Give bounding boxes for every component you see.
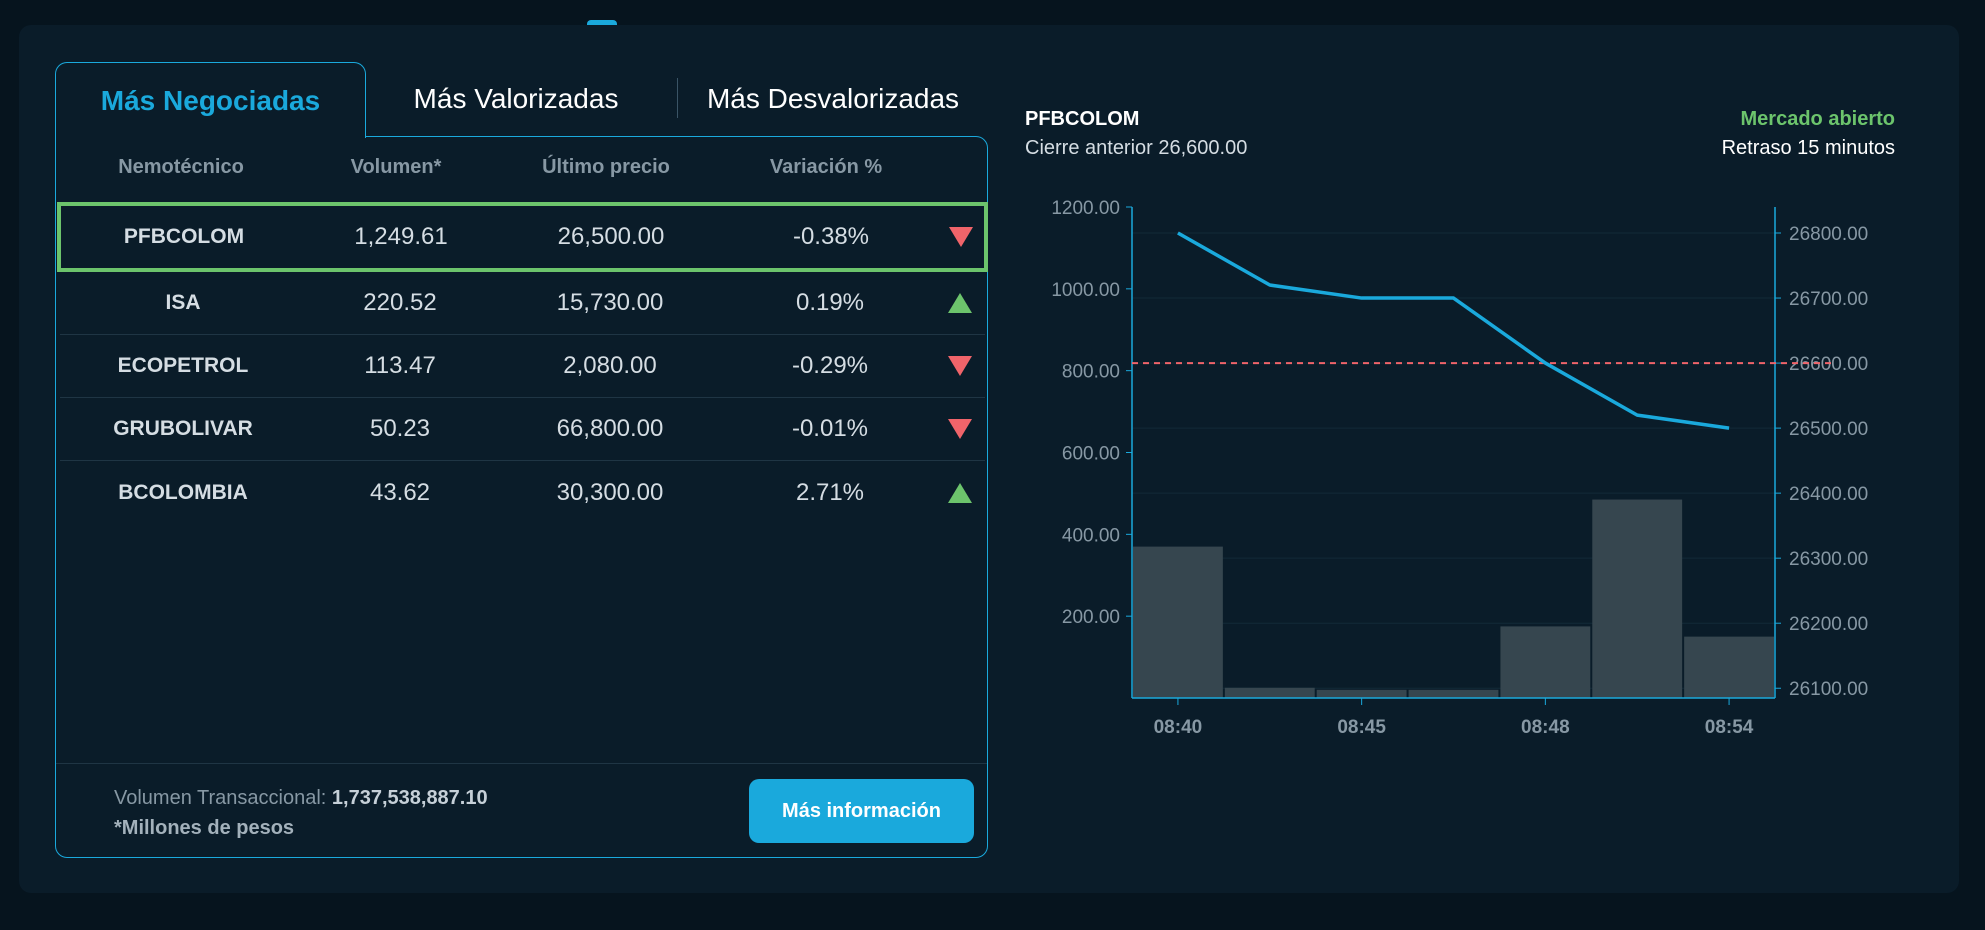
right-tick-label: 26300.00 xyxy=(1789,549,1868,570)
price-line xyxy=(1177,231,1730,430)
tab-mas-negociadas[interactable]: Más Negociadas xyxy=(55,62,366,138)
row-price: 66,800.00 xyxy=(556,415,664,442)
volume-bar xyxy=(1133,546,1223,698)
right-tick-label: 26500.00 xyxy=(1789,419,1868,440)
row-volume: 220.52 xyxy=(363,289,437,316)
stocks-table: Nemotécnico Volumen* Último precio Varia… xyxy=(55,136,988,858)
row-volume: 43.62 xyxy=(369,478,431,506)
table-row[interactable]: GRUBOLIVAR 50.23 66,800.00 -0.01% xyxy=(60,398,985,461)
x-tick-label: 08:45 xyxy=(1337,717,1386,738)
price-volume-chart: 1200.00 1000.00 800.00 600.00 400.00 200.00 26… xyxy=(1051,198,1868,738)
arrow-up-icon xyxy=(930,272,990,334)
arrow-up-icon xyxy=(930,461,990,524)
table-row[interactable]: ISA 220.52 15,730.00 0.19% xyxy=(60,272,985,335)
right-tick-label: 26700.00 xyxy=(1789,289,1868,310)
header-volumen: Volumen* xyxy=(350,155,442,178)
right-tick-label: 26600.00 xyxy=(1789,354,1868,375)
right-tick-label: 26400.00 xyxy=(1789,484,1868,505)
x-tick-label: 08:48 xyxy=(1521,717,1570,738)
volume-bar xyxy=(1224,687,1315,698)
table-header: Nemotécnico Volumen* Último precio Varia… xyxy=(56,147,987,187)
row-change: -0.38% xyxy=(792,223,870,250)
row-change: 0.19% xyxy=(795,289,865,316)
volume-label: Volumen Transaccional: xyxy=(114,787,327,809)
left-tick-label: 400.00 xyxy=(1062,525,1120,546)
row-volume: 113.47 xyxy=(364,352,436,379)
row-ticker: ECOPETROL xyxy=(117,354,249,377)
x-tick-label: 08:54 xyxy=(1705,717,1754,738)
row-ticker: PFBCOLOM xyxy=(123,225,245,248)
ranking-panel: Más Negociadas Más Valorizadas Más Desva… xyxy=(55,62,988,858)
left-tick-label: 200.00 xyxy=(1062,607,1120,628)
row-ticker: BCOLOMBIA xyxy=(118,480,248,504)
row-price: 15,730.00 xyxy=(556,289,664,316)
left-tick-label: 600.00 xyxy=(1062,444,1120,465)
volume-bar xyxy=(1592,499,1683,698)
footer-divider xyxy=(56,763,987,764)
table-row[interactable]: ECOPETROL 113.47 2,080.00 -0.29% xyxy=(60,335,985,398)
row-ticker: GRUBOLIVAR xyxy=(113,417,253,440)
row-price: 30,300.00 xyxy=(556,478,664,506)
row-volume: 1,249.61 xyxy=(354,223,448,250)
arrow-down-icon xyxy=(931,206,991,268)
row-price: 2,080.00 xyxy=(563,352,657,379)
chart-ticker: PFBCOLOM xyxy=(1025,108,1140,130)
row-volume: 50.23 xyxy=(369,415,431,442)
right-tick-label: 26200.00 xyxy=(1789,614,1868,635)
right-tick-label: 26100.00 xyxy=(1789,679,1868,700)
previous-close: Cierre anterior 26,600.00 xyxy=(1025,137,1248,159)
footer-note: *Millones de pesos xyxy=(114,817,295,839)
footer-info: Volumen Transaccional: 1,737,538,887.10 … xyxy=(114,783,488,843)
left-tick-label: 1000.00 xyxy=(1051,280,1120,301)
tab-divider xyxy=(677,78,678,118)
delay-note: Retraso 15 minutos xyxy=(1721,137,1895,159)
volume-bar xyxy=(1408,689,1499,698)
header-variacion: Variación % xyxy=(769,155,883,178)
row-ticker: ISA xyxy=(165,291,201,314)
top-indicator xyxy=(587,20,617,26)
header-nemotecnico: Nemotécnico xyxy=(118,155,244,178)
arrow-down-icon xyxy=(930,335,990,397)
table-row-selected[interactable]: PFBCOLOM 1,249.61 26,500.00 -0.38% xyxy=(57,202,988,272)
right-tick-label: 26800.00 xyxy=(1789,224,1868,245)
volume-bar xyxy=(1500,626,1591,698)
header-ultimo-precio: Último precio xyxy=(542,155,670,178)
row-change: -0.01% xyxy=(791,415,869,442)
volume-bar xyxy=(1684,636,1774,698)
left-tick-label: 1200.00 xyxy=(1051,198,1120,219)
table-row[interactable]: BCOLOMBIA 43.62 30,300.00 2.71% xyxy=(60,461,985,524)
chart-header-right: Mercado abierto Retraso 15 minutos xyxy=(1722,105,1895,163)
volume-bar xyxy=(1316,689,1407,698)
tab-mas-desvalorizadas[interactable]: Más Desvalorizadas xyxy=(706,83,960,114)
left-tick-label: 800.00 xyxy=(1062,362,1120,383)
market-status: Mercado abierto xyxy=(1740,108,1895,130)
row-price: 26,500.00 xyxy=(557,223,665,250)
row-change: -0.29% xyxy=(791,352,869,379)
chart-header-left: PFBCOLOM Cierre anterior 26,600.00 xyxy=(1025,105,1247,163)
volume-value: 1,737,538,887.10 xyxy=(331,787,488,809)
market-card xyxy=(19,25,1959,893)
x-tick-label: 08:40 xyxy=(1154,717,1203,738)
more-info-button[interactable]: Más información xyxy=(749,779,974,843)
tab-mas-valorizadas[interactable]: Más Valorizadas xyxy=(413,83,619,114)
arrow-down-icon xyxy=(930,398,990,460)
row-change: 2.71% xyxy=(795,478,865,506)
